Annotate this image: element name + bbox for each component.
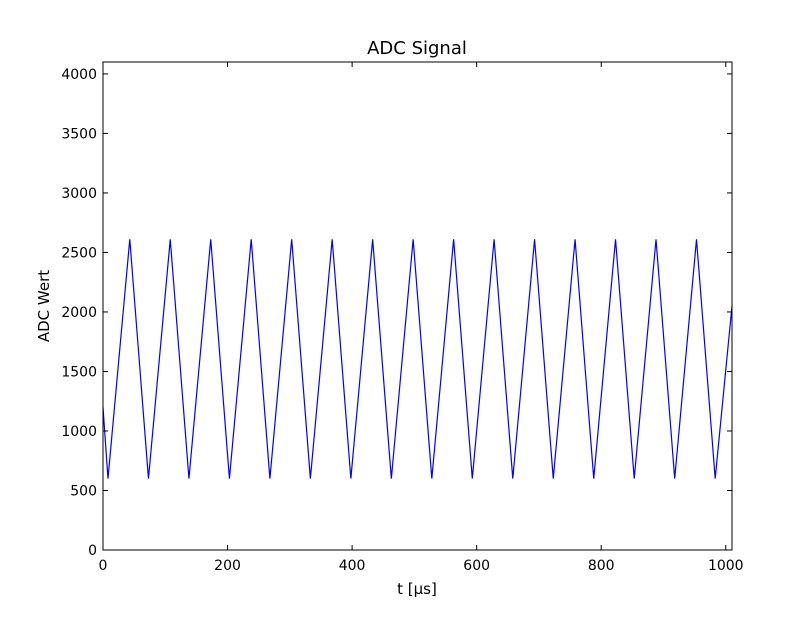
y-tick-label: 2000 <box>61 305 97 321</box>
y-tick-label: 1500 <box>61 364 97 380</box>
series-line-0 <box>102 239 733 479</box>
plot-area <box>103 62 732 550</box>
x-tick-label: 1000 <box>708 558 744 574</box>
y-tick-label: 1000 <box>61 424 97 440</box>
ticks-layer: 0 200 400 600 800 1000 0 500 1000 1500 2000 2500 300… <box>61 62 744 574</box>
plot-frame <box>102 61 733 551</box>
y-tick-label: 3000 <box>61 186 97 202</box>
chart-title: ADC Signal <box>367 38 467 59</box>
y-tick-label: 500 <box>70 483 97 499</box>
y-tick-label: 3500 <box>61 126 97 142</box>
x-tick-label: 0 <box>99 558 108 574</box>
x-tick-label: 400 <box>339 558 366 574</box>
y-tick-label: 0 <box>88 543 97 559</box>
x-tick-label: 600 <box>463 558 490 574</box>
x-axis-label: t [µs] <box>397 580 437 598</box>
series-layer <box>102 239 733 479</box>
x-tick-label: 800 <box>588 558 615 574</box>
plot-background <box>103 62 732 550</box>
x-tick-label: 200 <box>214 558 241 574</box>
y-tick-label: 2500 <box>61 245 97 261</box>
y-axis-label: ADC Wert <box>35 270 53 342</box>
y-tick-label: 4000 <box>61 67 97 83</box>
